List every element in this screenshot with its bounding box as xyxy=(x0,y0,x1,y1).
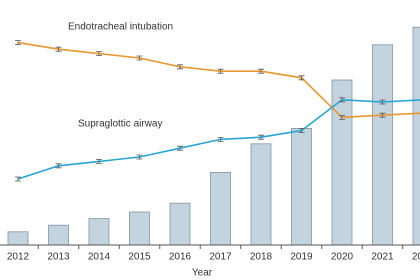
point-marker xyxy=(177,145,183,151)
x-tick-label: 2019 xyxy=(290,252,313,263)
point-marker xyxy=(298,128,305,133)
x-tick-label: 2018 xyxy=(250,252,273,263)
point-marker xyxy=(96,159,102,164)
point-marker xyxy=(217,137,224,142)
bar xyxy=(372,44,393,246)
bar xyxy=(250,143,272,246)
point-marker xyxy=(258,134,264,140)
bar xyxy=(412,26,420,246)
point-marker xyxy=(217,68,224,74)
line xyxy=(17,98,420,180)
x-axis-title: Year xyxy=(192,268,213,279)
point-marker xyxy=(55,163,62,169)
line xyxy=(17,41,420,119)
bar xyxy=(129,211,150,246)
point-marker xyxy=(339,97,345,103)
point-marker xyxy=(339,115,345,120)
x-tick-label: 2022 xyxy=(412,252,420,263)
x-tick-label: 2016 xyxy=(169,252,192,263)
x-tick-label: 2014 xyxy=(88,252,111,263)
series-label: Endotracheal intubation xyxy=(68,22,173,33)
point-marker xyxy=(136,55,143,61)
x-tick-label: 2017 xyxy=(209,252,232,263)
point-marker xyxy=(258,68,264,74)
x-tick-label: 2015 xyxy=(128,252,151,263)
point-marker xyxy=(379,99,386,105)
point-marker xyxy=(55,46,62,52)
series-label: Supraglottic airway xyxy=(78,119,162,130)
bar xyxy=(7,231,29,246)
x-tick-label: 2012 xyxy=(7,252,30,263)
point-marker xyxy=(15,176,21,182)
x-tick-label: 2020 xyxy=(331,252,354,263)
bar xyxy=(169,202,191,246)
point-marker xyxy=(177,64,183,70)
point-marker xyxy=(298,75,305,81)
bar xyxy=(88,218,110,246)
bar xyxy=(291,127,312,246)
x-tick-label: 2021 xyxy=(371,252,394,263)
bar xyxy=(210,171,231,246)
x-tick-label: 2013 xyxy=(47,252,70,263)
point-marker xyxy=(136,154,143,160)
bar xyxy=(48,224,69,246)
point-marker xyxy=(15,40,21,45)
point-marker xyxy=(379,112,386,118)
point-marker xyxy=(96,51,102,56)
